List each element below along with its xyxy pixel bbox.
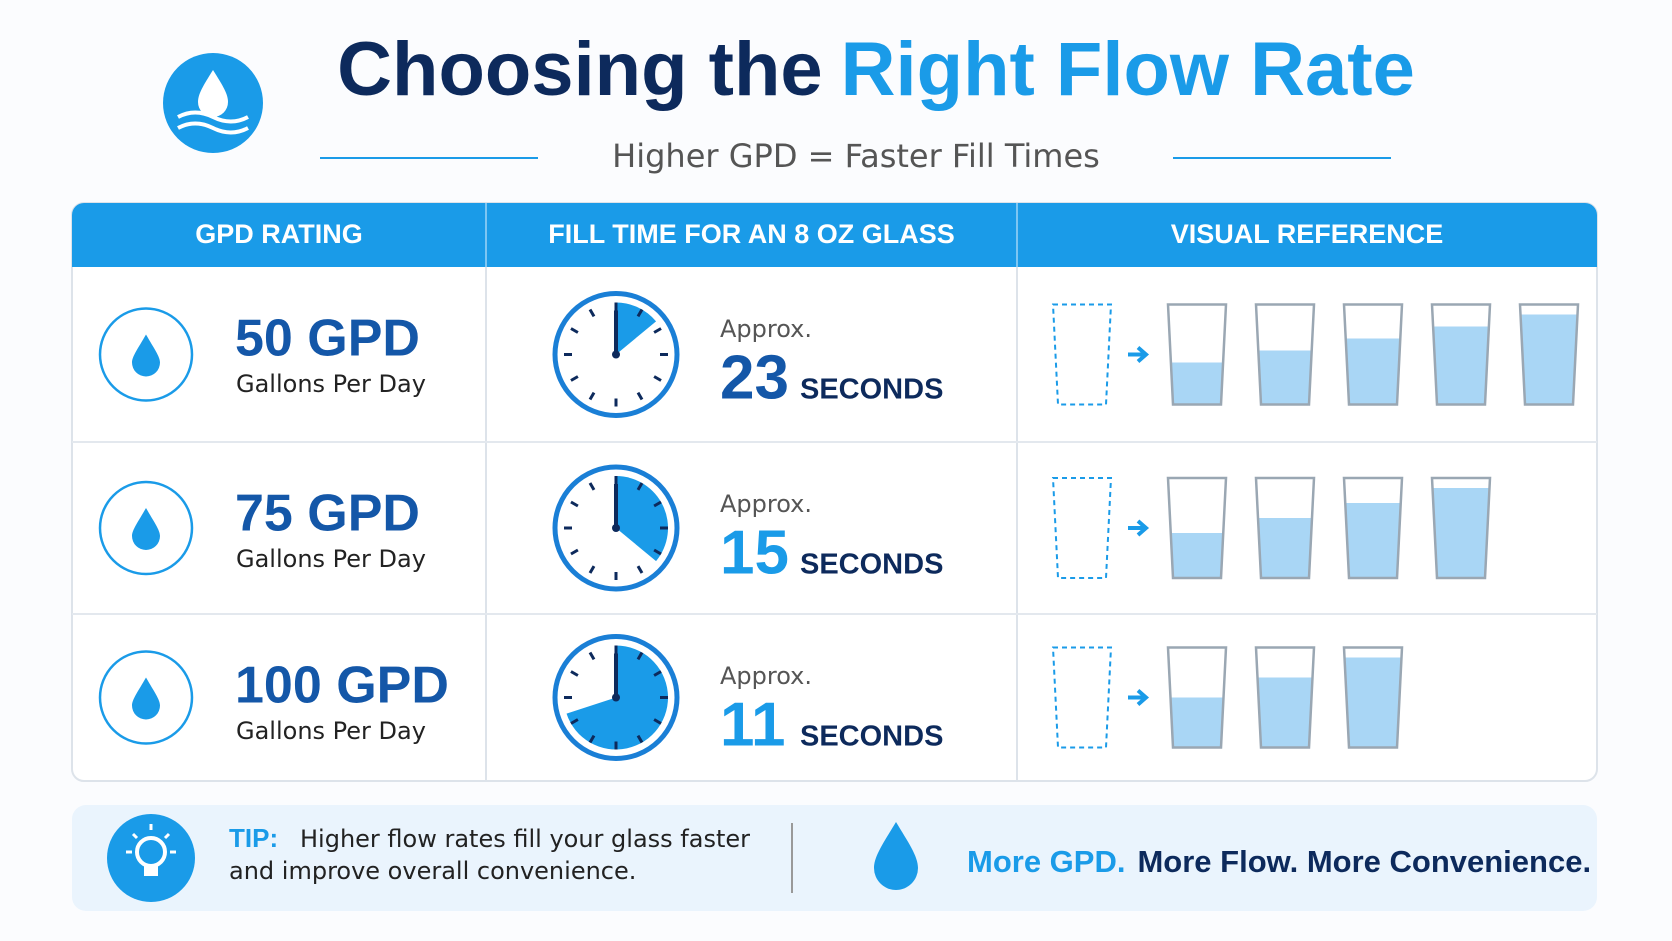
arrow bbox=[1128, 345, 1150, 364]
subtitle: Higher GPD = Faster Fill Times bbox=[612, 137, 1100, 175]
tip-text: Higher flow rates fill your glass faster bbox=[300, 825, 750, 853]
table-header bbox=[72, 203, 1597, 267]
tip-label: TIP: bbox=[229, 823, 278, 853]
glass-water bbox=[1259, 350, 1311, 405]
glass bbox=[1166, 303, 1228, 406]
clock-wedge bbox=[616, 476, 668, 562]
glass-water bbox=[1521, 314, 1577, 405]
drop-icon bbox=[132, 508, 160, 550]
column-header: FILL TIME FOR AN 8 OZ GLASS bbox=[548, 219, 955, 249]
gpd-unit: Gallons Per Day bbox=[236, 370, 426, 398]
gpd-rating: 50 GPD bbox=[235, 310, 420, 368]
arrow bbox=[1128, 688, 1150, 707]
fill-seconds: 15 bbox=[720, 518, 789, 587]
gpd-unit: Gallons Per Day bbox=[236, 717, 426, 745]
clock-tick bbox=[653, 718, 662, 725]
clock-tick bbox=[588, 482, 596, 491]
bulb-icon bbox=[107, 814, 195, 902]
clock-wedge bbox=[616, 302, 657, 355]
clock-tick bbox=[653, 375, 662, 382]
gpd-unit: Gallons Per Day bbox=[236, 545, 426, 573]
clock-center bbox=[612, 350, 620, 359]
seconds-unit: SECONDS bbox=[800, 549, 943, 581]
clock-tick bbox=[570, 327, 579, 334]
glass bbox=[1342, 303, 1404, 406]
clock-tick bbox=[653, 327, 662, 334]
clock-tick bbox=[653, 670, 662, 677]
glass bbox=[1518, 303, 1580, 406]
glass-water bbox=[1171, 533, 1223, 578]
clock-tick bbox=[588, 308, 596, 318]
approx-label: Approx. bbox=[720, 315, 812, 343]
column-header: VISUAL REFERENCE bbox=[1171, 219, 1444, 249]
fill-seconds: 11 bbox=[720, 690, 786, 759]
glass-water bbox=[1171, 362, 1223, 405]
clock-tick bbox=[588, 565, 596, 574]
clock-tick bbox=[570, 500, 579, 508]
drop-icon bbox=[132, 334, 160, 377]
column-header: GPD RATING bbox=[195, 219, 363, 249]
clock-tick bbox=[636, 565, 644, 574]
slogan-blue: More GPD. bbox=[967, 844, 1125, 879]
glass-water bbox=[1346, 503, 1400, 578]
glass bbox=[1254, 646, 1316, 749]
empty-glass bbox=[1051, 477, 1113, 579]
clock-tick bbox=[570, 718, 579, 725]
clock-tick bbox=[636, 734, 644, 744]
gpd-rating: 100 GPD bbox=[235, 657, 449, 715]
clock-tick bbox=[588, 734, 596, 744]
clock-center bbox=[612, 524, 620, 532]
glass bbox=[1254, 303, 1316, 406]
glass bbox=[1430, 303, 1492, 406]
clock-tick bbox=[636, 308, 644, 318]
slogan-dark: More Flow. More Convenience. bbox=[1137, 844, 1591, 879]
seconds-unit: SECONDS bbox=[800, 721, 943, 753]
title-dark: Choosing the bbox=[337, 27, 823, 112]
title: Choosing the Right Flow Rate bbox=[337, 27, 1415, 112]
clock-tick bbox=[636, 651, 644, 661]
tip-text: and improve overall convenience. bbox=[229, 857, 636, 885]
glass-water bbox=[1345, 657, 1401, 748]
glass bbox=[1166, 646, 1228, 749]
glass-water bbox=[1346, 338, 1400, 405]
clock-tick bbox=[636, 482, 644, 491]
clock-tick bbox=[570, 375, 579, 382]
clock-tick bbox=[570, 548, 579, 556]
seconds-unit: SECONDS bbox=[800, 374, 943, 406]
clock-tick bbox=[588, 651, 596, 661]
tip-box bbox=[72, 805, 1597, 911]
glass-water bbox=[1434, 326, 1488, 405]
clock-tick bbox=[636, 391, 644, 401]
clock-tick bbox=[653, 548, 662, 556]
approx-label: Approx. bbox=[720, 490, 812, 518]
glass-water bbox=[1171, 697, 1223, 748]
gpd-rating: 75 GPD bbox=[235, 485, 420, 543]
glass bbox=[1254, 476, 1316, 580]
title-blue: Right Flow Rate bbox=[841, 27, 1415, 112]
glass-water bbox=[1433, 488, 1489, 578]
glass-water bbox=[1259, 518, 1311, 578]
glass bbox=[1166, 476, 1228, 580]
drop-icon bbox=[132, 677, 160, 720]
clock-center bbox=[612, 693, 620, 702]
clock-tick bbox=[588, 391, 596, 401]
fill-seconds: 23 bbox=[720, 343, 789, 412]
empty-glass bbox=[1051, 303, 1113, 406]
clock-tick bbox=[653, 500, 662, 508]
header-icon bbox=[163, 53, 263, 153]
approx-label: Approx. bbox=[720, 662, 812, 690]
drop-icon bbox=[874, 822, 918, 890]
glass-water bbox=[1258, 677, 1312, 748]
glass bbox=[1430, 476, 1492, 580]
clock-tick bbox=[570, 670, 579, 677]
empty-glass bbox=[1051, 646, 1113, 749]
slogan: More GPD. More Flow. More Convenience. bbox=[967, 844, 1591, 879]
glass bbox=[1342, 646, 1404, 749]
glass bbox=[1342, 476, 1404, 580]
arrow bbox=[1128, 519, 1150, 537]
